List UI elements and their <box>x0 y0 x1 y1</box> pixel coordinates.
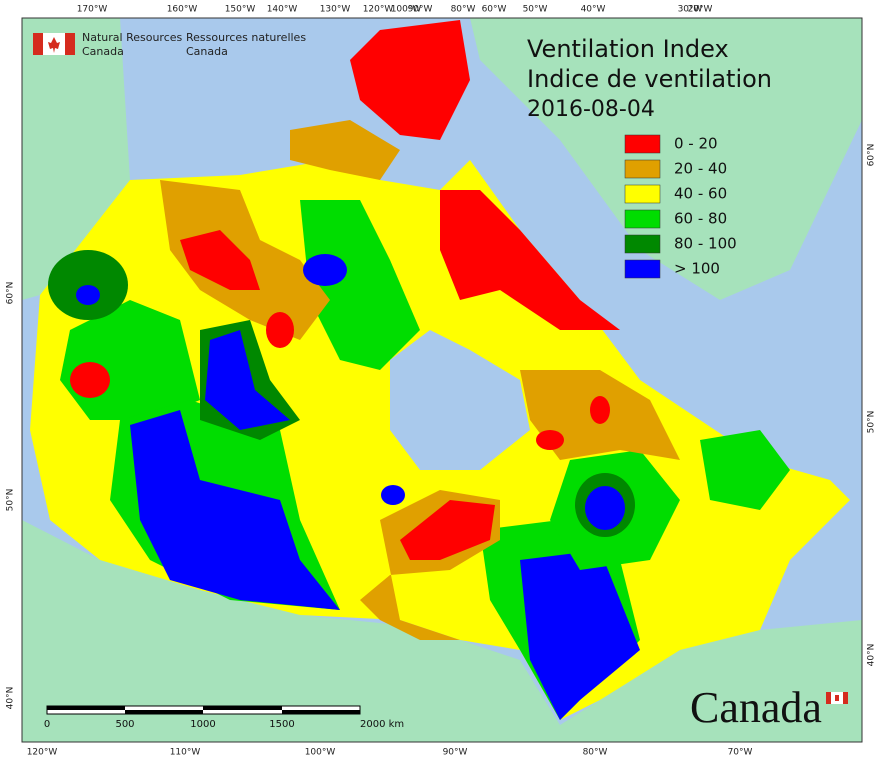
legend-swatch <box>624 234 661 254</box>
zone <box>700 430 790 510</box>
usa <box>22 520 862 742</box>
lon-label-top: 90°W <box>408 5 433 15</box>
lat-label-left: 50°N <box>6 489 16 512</box>
scale-bar <box>46 705 361 715</box>
map-frame <box>21 17 863 743</box>
ventilation-field <box>30 20 850 720</box>
zone <box>266 312 294 348</box>
agency-en: Canada <box>82 45 124 58</box>
zone <box>70 362 110 398</box>
zone <box>290 120 400 180</box>
legend-swatch <box>624 134 661 154</box>
lon-label-top: 140°W <box>267 5 298 15</box>
legend-label: 20 - 40 <box>674 160 727 178</box>
lon-label-bottom: 120°W <box>27 748 58 758</box>
flag-bar <box>843 692 848 704</box>
zone <box>350 20 470 140</box>
lon-label-top: 130°W <box>320 5 351 15</box>
lon-label-top: 170°W <box>77 5 108 15</box>
map-title: Ventilation Index <box>527 35 729 63</box>
zone <box>180 230 260 290</box>
zone <box>76 285 100 305</box>
lon-label-top: 120°W <box>363 5 394 15</box>
legend-swatch <box>624 209 661 229</box>
lon-label-top: 160°W <box>167 5 198 15</box>
canada-wordmark-flag <box>826 692 848 704</box>
lon-label-top: 150°W <box>225 5 256 15</box>
zone <box>303 254 347 286</box>
zone <box>590 396 610 424</box>
scale-label: 1000 <box>190 719 215 730</box>
greenland <box>470 18 862 300</box>
scale-bar-segment <box>282 710 360 714</box>
lon-label-bottom: 80°W <box>583 748 608 758</box>
lon-label-top: 80°W <box>451 5 476 15</box>
legend-label: 60 - 80 <box>674 210 727 228</box>
nrcan-logo <box>33 33 75 55</box>
zone <box>536 430 564 450</box>
lon-label-bottom: 110°W <box>170 748 201 758</box>
agency-en: Natural Resources <box>82 31 183 44</box>
legend-swatch <box>624 159 661 179</box>
lon-label-bottom: 90°W <box>443 748 468 758</box>
scale-label: 0 <box>44 719 50 730</box>
lon-label-top: 40°W <box>581 5 606 15</box>
zone <box>130 410 340 610</box>
legend-label: > 100 <box>674 260 720 278</box>
map-date: 2016-08-04 <box>527 97 655 122</box>
lat-label-right: 60°N <box>867 144 877 167</box>
lon-label-top: 30°W <box>678 5 703 15</box>
alaska <box>22 18 130 300</box>
scale-bar-segment <box>125 710 203 714</box>
zone <box>205 330 290 430</box>
lon-label-top: 100°W <box>391 5 422 15</box>
hudson-bay <box>390 330 530 470</box>
legend-swatch <box>624 184 661 204</box>
scale-label: 1500 <box>269 719 294 730</box>
flag-bar <box>33 33 43 55</box>
foreign-land <box>22 18 862 742</box>
scale-bar-segment <box>47 706 125 710</box>
legend-swatch <box>624 259 661 279</box>
zone <box>585 486 625 530</box>
lon-label-top: 50°W <box>523 5 548 15</box>
flag-bar <box>826 692 831 704</box>
lat-label-left: 40°N <box>6 687 16 710</box>
zone <box>520 550 640 720</box>
lon-label-bottom: 70°W <box>728 748 753 758</box>
canada-wordmark: Canada <box>690 683 822 732</box>
zone <box>381 485 405 505</box>
lon-label-top: 60°W <box>482 5 507 15</box>
lat-label-left: 60°N <box>6 282 16 305</box>
lat-label-right: 50°N <box>867 411 877 434</box>
zone <box>300 200 420 370</box>
zone <box>440 190 620 330</box>
lon-label-bottom: 100°W <box>305 748 336 758</box>
maple-leaf <box>48 37 60 53</box>
legend-label: 0 - 20 <box>674 135 718 153</box>
flag-bar <box>65 33 75 55</box>
map-title: Indice de ventilation <box>527 65 772 93</box>
lon-label-top: 20°W <box>688 5 713 15</box>
maple-leaf <box>835 695 839 701</box>
legend-label: 80 - 100 <box>674 235 737 253</box>
legend-label: 40 - 60 <box>674 185 727 203</box>
scale-label: 2000 km <box>360 719 404 730</box>
lat-label-right: 40°N <box>867 644 877 667</box>
scale-label: 500 <box>115 719 134 730</box>
zone <box>400 500 495 560</box>
agency-fr: Ressources naturelles <box>186 31 306 44</box>
scale-bar-segment <box>203 706 282 710</box>
agency-fr: Canada <box>186 45 228 58</box>
